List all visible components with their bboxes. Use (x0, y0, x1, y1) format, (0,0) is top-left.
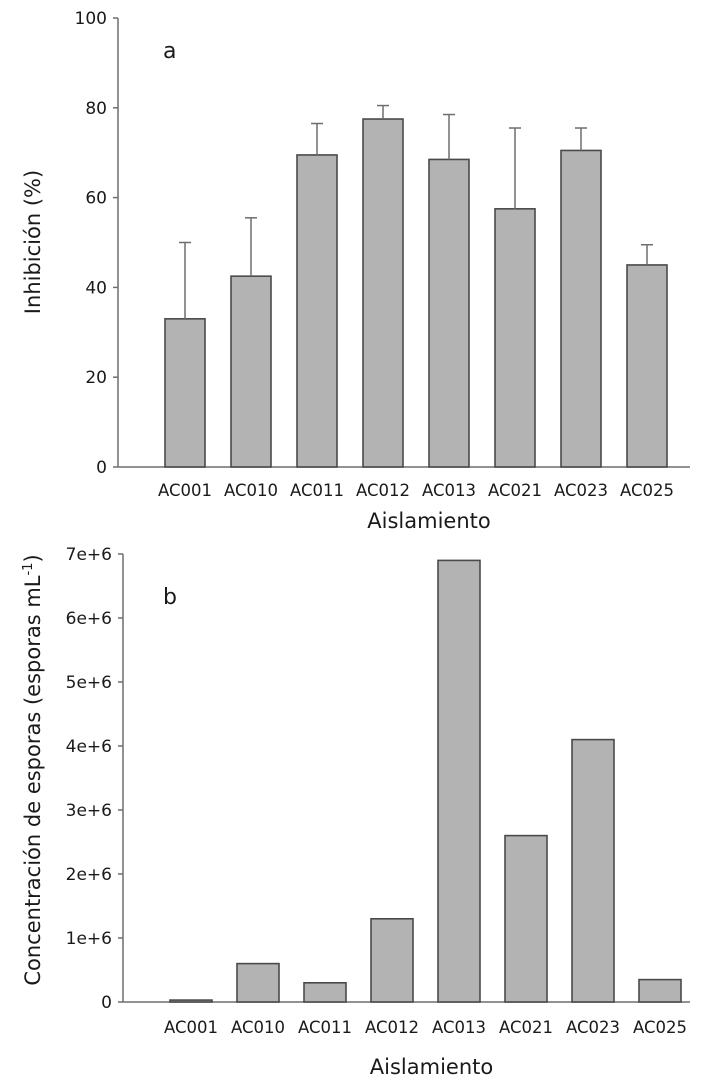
a-y-tick-label: 20 (85, 368, 107, 388)
b-y-tick-label: 0 (101, 993, 112, 1013)
chart-b-spore-concentration: 0 1e+6 2e+6 3e+6 4e+6 5e+6 6e+6 7e+6 AC001 AC010 A… (21, 545, 690, 1079)
b-x-tick-label: AC001 (164, 1018, 218, 1037)
b-y-tick-label: 6e+6 (66, 609, 112, 629)
b-bar-ac025 (638, 978, 682, 1003)
a-x-axis-label: Aislamiento (367, 509, 490, 533)
b-x-tick-label: AC025 (633, 1018, 687, 1037)
b-x-tick-label: AC023 (566, 1018, 620, 1037)
b-y-tick-label: 3e+6 (66, 801, 112, 821)
b-bar-ac010 (236, 962, 280, 1003)
b-x-axis-label: Aislamiento (370, 1055, 493, 1079)
b-x-tick-label: AC021 (499, 1018, 553, 1037)
b-y-tick-label: 5e+6 (66, 673, 112, 693)
a-x-tick-label: AC001 (158, 481, 212, 500)
a-bar-ac012 (362, 118, 404, 468)
b-x-tick-label: AC010 (231, 1018, 285, 1037)
a-x-tick-label: AC011 (290, 481, 344, 500)
b-bar-ac012 (370, 917, 414, 1003)
a-y-tick-label: 40 (85, 278, 107, 298)
b-bar-ac001 (169, 999, 213, 1003)
b-y-tick-label: 1e+6 (66, 929, 112, 949)
a-bar-ac010 (230, 275, 272, 468)
a-x-tick-label: AC021 (488, 481, 542, 500)
a-bar-ac013 (428, 158, 470, 468)
b-y-tick-label: 4e+6 (66, 737, 112, 757)
a-bar-ac023 (560, 149, 602, 468)
b-bar-ac023 (571, 738, 615, 1003)
chart-a-inhibition: 0 20 40 60 80 100 AC001 AC010 AC011 AC012 AC013 AC0… (21, 9, 690, 533)
b-y-tick-label: 7e+6 (66, 545, 112, 565)
b-x-tick-label: AC011 (298, 1018, 352, 1037)
b-y-tick-label: 2e+6 (66, 865, 112, 885)
a-y-axis-label: Inhibición (%) (21, 170, 45, 314)
a-x-tick-label: AC012 (356, 481, 410, 500)
a-panel-label: a (163, 39, 176, 64)
a-x-tick-label: AC013 (422, 481, 476, 500)
a-bar-ac021 (494, 208, 536, 468)
a-x-tick-label: AC023 (554, 481, 608, 500)
b-bar-ac011 (303, 981, 347, 1003)
a-bar-ac001 (164, 318, 206, 468)
a-y-tick-label: 0 (96, 458, 107, 478)
b-bar-ac013 (437, 559, 481, 1003)
a-y-tick-label: 80 (85, 99, 107, 119)
b-x-tick-label: AC012 (365, 1018, 419, 1037)
b-x-tick-label: AC013 (432, 1018, 486, 1037)
a-bar-ac011 (296, 154, 338, 468)
a-bar-ac025 (626, 264, 668, 468)
a-y-tick-label: 60 (85, 189, 107, 209)
a-y-tick-label: 100 (75, 9, 107, 29)
b-panel-label: b (163, 585, 177, 610)
a-x-tick-label: AC025 (620, 481, 674, 500)
a-x-tick-label: AC010 (224, 481, 278, 500)
b-bar-ac021 (504, 834, 548, 1003)
b-y-axis-label: Concentración de esporas (esporas mL-1) (21, 554, 45, 985)
